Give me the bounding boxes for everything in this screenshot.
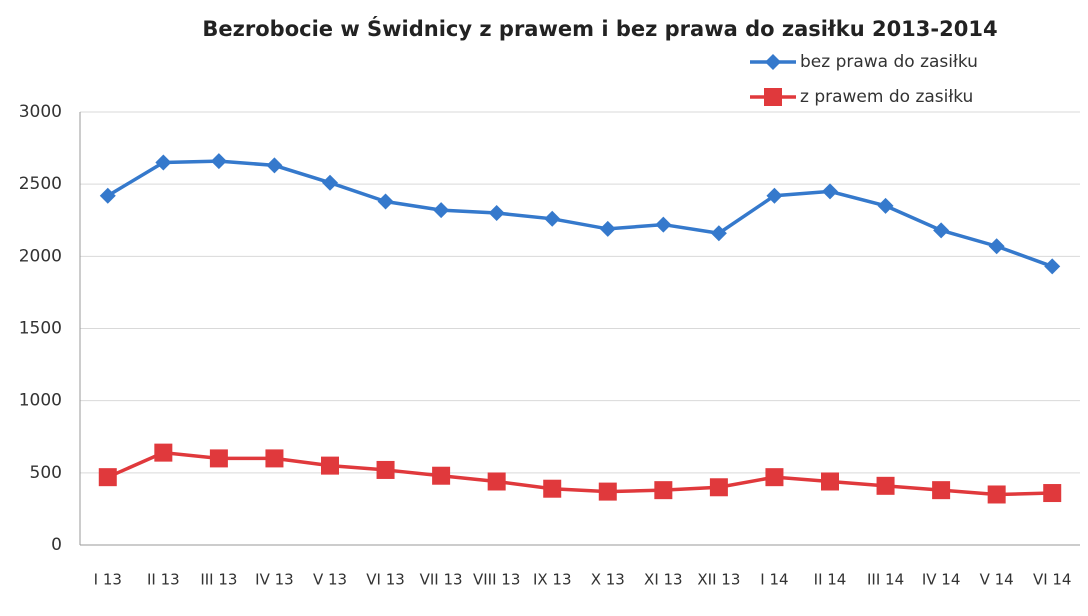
data-point bbox=[932, 481, 951, 500]
data-point bbox=[266, 157, 283, 174]
data-point bbox=[433, 202, 450, 219]
x-tick-label: VI 14 bbox=[1033, 571, 1072, 589]
x-tick-label: I 13 bbox=[94, 571, 122, 589]
x-tick-label: IV 13 bbox=[255, 571, 294, 589]
x-tick-label: X 13 bbox=[591, 571, 625, 589]
x-tick-label: V 13 bbox=[313, 571, 347, 589]
x-tick-label: XII 13 bbox=[697, 571, 740, 589]
x-tick-label: V 14 bbox=[980, 571, 1014, 589]
y-tick-label: 3000 bbox=[19, 102, 62, 122]
x-tick-label: IX 13 bbox=[533, 571, 572, 589]
data-point bbox=[321, 456, 339, 475]
x-tick-label: II 13 bbox=[147, 571, 180, 589]
data-point bbox=[209, 449, 228, 468]
data-point bbox=[210, 153, 227, 170]
data-point bbox=[876, 476, 895, 495]
y-tick-label: 0 bbox=[51, 535, 62, 555]
data-point bbox=[822, 183, 838, 200]
chart-title: Bezrobocie w Świdnicy z prawem i bez pra… bbox=[202, 16, 997, 41]
data-point bbox=[987, 485, 1006, 504]
data-point bbox=[655, 216, 672, 233]
x-tick-label: I 14 bbox=[760, 571, 788, 589]
data-point bbox=[99, 187, 116, 204]
y-tick-label: 2000 bbox=[19, 246, 62, 266]
data-point bbox=[543, 479, 562, 498]
data-point bbox=[432, 466, 451, 485]
data-point bbox=[377, 193, 394, 210]
legend-label: bez prawa do zasiłku bbox=[800, 52, 978, 72]
data-point bbox=[821, 472, 839, 491]
x-tick-label: XI 13 bbox=[644, 571, 683, 589]
y-tick-label: 500 bbox=[30, 463, 62, 483]
data-point bbox=[376, 460, 395, 479]
y-tick-label: 2500 bbox=[19, 174, 62, 194]
data-point bbox=[544, 210, 561, 227]
data-point bbox=[710, 225, 727, 242]
x-tick-label: IV 14 bbox=[922, 571, 961, 589]
x-tick-label: III 14 bbox=[867, 571, 904, 589]
data-point bbox=[1043, 484, 1062, 503]
data-point bbox=[599, 220, 616, 237]
data-point bbox=[598, 482, 617, 501]
legend-label: z prawem do zasiłku bbox=[800, 87, 973, 107]
data-point bbox=[155, 154, 172, 171]
y-tick-label: 1000 bbox=[19, 391, 62, 411]
x-tick-label: III 13 bbox=[200, 571, 237, 589]
series-line bbox=[107, 450, 1053, 497]
data-point bbox=[487, 472, 506, 491]
data-point bbox=[709, 478, 728, 497]
x-tick-label: VII 13 bbox=[420, 571, 463, 589]
legend-marker bbox=[765, 54, 781, 70]
data-point bbox=[265, 449, 284, 468]
data-point bbox=[877, 197, 894, 214]
y-tick-label: 1500 bbox=[19, 319, 62, 339]
data-point bbox=[766, 187, 783, 204]
series-line bbox=[106, 159, 1053, 269]
data-point bbox=[933, 222, 950, 239]
x-tick-label: II 14 bbox=[814, 571, 847, 589]
data-point bbox=[1044, 258, 1061, 275]
data-point bbox=[765, 468, 784, 487]
x-tick-label: VI 13 bbox=[366, 571, 405, 589]
data-point bbox=[988, 238, 1005, 255]
data-point bbox=[654, 481, 673, 500]
data-point bbox=[98, 468, 117, 487]
x-tick-label: VIII 13 bbox=[473, 571, 520, 589]
data-point bbox=[322, 174, 338, 191]
legend-marker bbox=[764, 88, 782, 106]
data-point bbox=[154, 443, 173, 462]
data-point bbox=[488, 205, 505, 222]
